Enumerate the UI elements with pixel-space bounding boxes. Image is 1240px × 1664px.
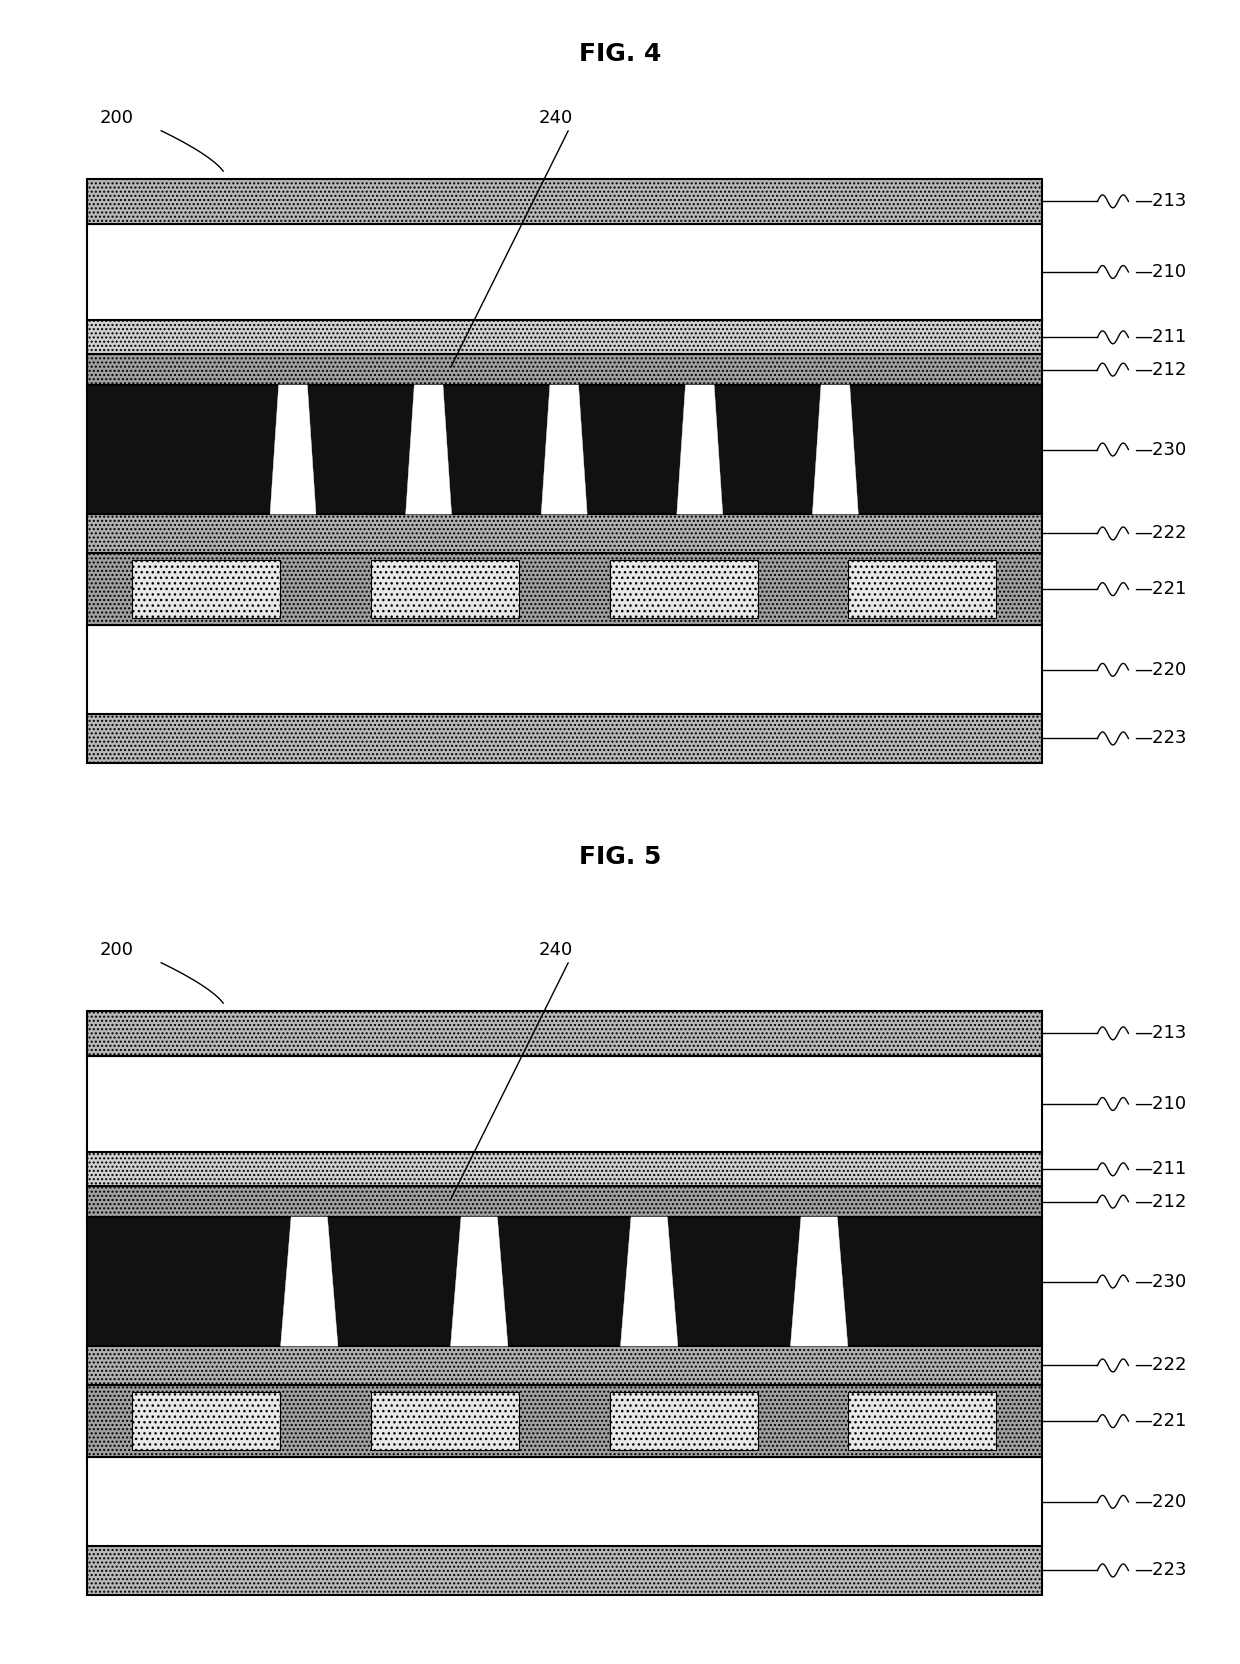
- Text: —221: —221: [1135, 1413, 1187, 1429]
- Text: —220: —220: [1135, 1493, 1187, 1511]
- Bar: [87, 1346, 1042, 1384]
- Bar: [87, 1055, 1042, 1153]
- Text: —212: —212: [1135, 1193, 1187, 1211]
- Bar: [848, 1393, 996, 1451]
- Text: —222: —222: [1135, 1356, 1187, 1374]
- Bar: [87, 552, 1042, 626]
- Bar: [87, 514, 1042, 552]
- Polygon shape: [280, 1216, 339, 1346]
- Bar: [848, 561, 996, 619]
- Text: —210: —210: [1135, 263, 1187, 281]
- Bar: [371, 1393, 518, 1451]
- Bar: [87, 384, 1042, 514]
- Bar: [87, 714, 1042, 762]
- Bar: [133, 1393, 280, 1451]
- Text: 200: 200: [99, 940, 133, 958]
- Polygon shape: [450, 1216, 508, 1346]
- Bar: [87, 180, 1042, 223]
- Text: 240: 240: [538, 108, 573, 126]
- Text: —213: —213: [1135, 193, 1187, 210]
- Text: —222: —222: [1135, 524, 1187, 542]
- Polygon shape: [790, 1216, 848, 1346]
- Text: —221: —221: [1135, 581, 1187, 597]
- Text: —220: —220: [1135, 661, 1187, 679]
- Bar: [87, 1216, 1042, 1346]
- Bar: [87, 1458, 1042, 1546]
- Text: FIG. 5: FIG. 5: [579, 845, 661, 869]
- Polygon shape: [677, 384, 723, 514]
- Polygon shape: [270, 384, 316, 514]
- Bar: [133, 561, 280, 619]
- Bar: [610, 1393, 758, 1451]
- Text: —230: —230: [1135, 1273, 1187, 1291]
- Bar: [87, 321, 1042, 354]
- Polygon shape: [812, 384, 858, 514]
- Text: —223: —223: [1135, 1561, 1187, 1579]
- Text: —211: —211: [1135, 1160, 1187, 1178]
- Text: —210: —210: [1135, 1095, 1187, 1113]
- Bar: [87, 354, 1042, 384]
- Text: —211: —211: [1135, 328, 1187, 346]
- Bar: [610, 561, 758, 619]
- Text: —213: —213: [1135, 1025, 1187, 1042]
- Text: —223: —223: [1135, 729, 1187, 747]
- Bar: [87, 1153, 1042, 1186]
- Text: —212: —212: [1135, 361, 1187, 379]
- Bar: [87, 626, 1042, 714]
- Bar: [87, 1384, 1042, 1458]
- Bar: [87, 1012, 1042, 1055]
- Text: 240: 240: [538, 940, 573, 958]
- Polygon shape: [405, 384, 451, 514]
- Polygon shape: [620, 1216, 678, 1346]
- Text: 200: 200: [99, 108, 133, 126]
- Bar: [87, 1186, 1042, 1216]
- Bar: [87, 223, 1042, 321]
- Bar: [371, 561, 518, 619]
- Polygon shape: [542, 384, 587, 514]
- Bar: [87, 1546, 1042, 1594]
- Text: FIG. 4: FIG. 4: [579, 42, 661, 65]
- Text: —230: —230: [1135, 441, 1187, 459]
